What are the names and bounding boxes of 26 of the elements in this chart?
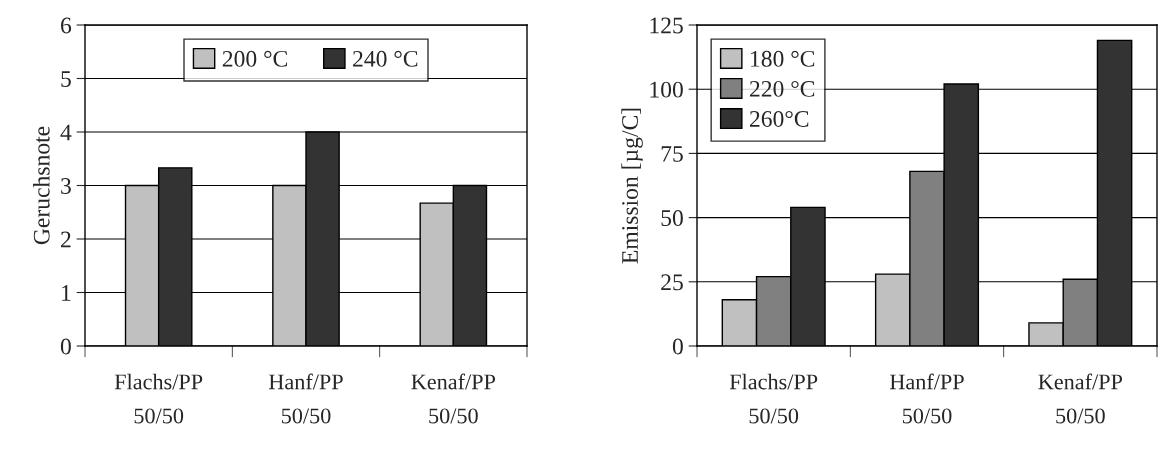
y-tick-label: 3 <box>61 178 71 194</box>
y-tick-label: 5 <box>61 71 71 87</box>
legend-label: 240 °C <box>353 50 418 67</box>
y-tick-label: 50 <box>661 210 683 227</box>
legend-label: 260°C <box>749 110 809 127</box>
x-tick-label: Kenaf/PP 50/50 <box>1038 373 1123 424</box>
x-tick-label: Hanf/PP 50/50 <box>268 373 343 424</box>
y-tick-label: 0 <box>60 338 71 355</box>
y-tick-label: 4 <box>60 124 72 141</box>
y-axis-title: Geruchsnote <box>33 126 50 245</box>
y-tick-label: 2 <box>61 231 71 248</box>
y-tick-label: 125 <box>650 17 683 34</box>
legend-label: 200 °C <box>222 50 287 67</box>
y-tick-label: 0 <box>672 338 683 355</box>
x-tick-label: Hanf/PP 50/50 <box>889 373 964 424</box>
legend-label: 180 °C <box>751 50 815 67</box>
y-tick-label: 1 <box>62 285 71 301</box>
legend-label: 220 °C <box>749 80 815 97</box>
y-tick-label: 25 <box>661 274 683 291</box>
y-tick-label: 100 <box>650 81 683 98</box>
x-tick-label: Flachs/PP 50/50 <box>114 373 203 424</box>
y-tick-label: 6 <box>61 17 72 34</box>
x-tick-label: Flachs/PP 50/50 <box>729 373 818 424</box>
y-axis-title: Emission [µg/C] <box>621 108 643 264</box>
x-tick-label: Kenaf/PP 50/50 <box>411 373 496 424</box>
y-tick-label: 75 <box>661 146 683 162</box>
